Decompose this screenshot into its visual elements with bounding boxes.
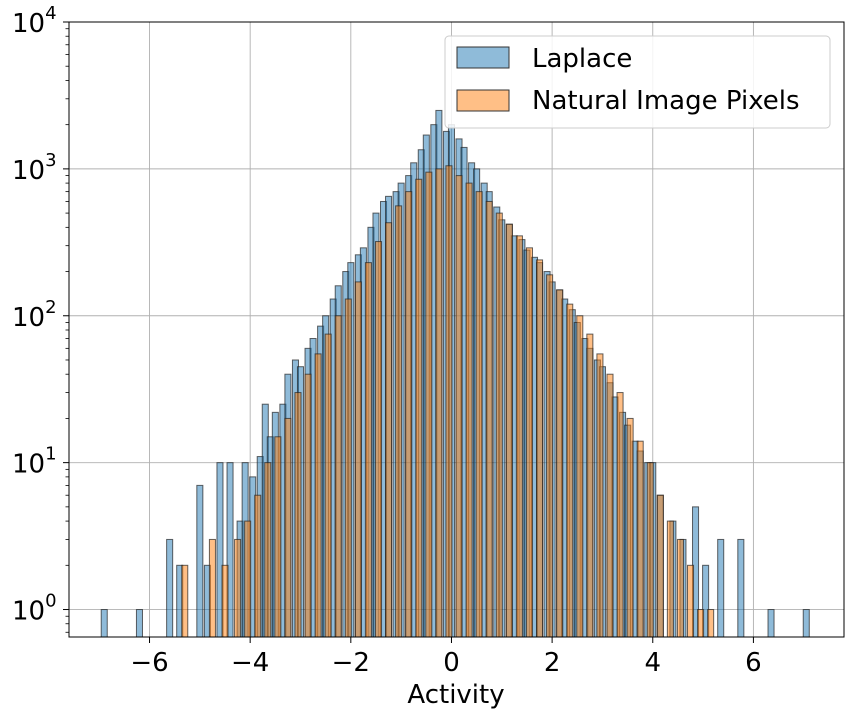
histogram-bar [606,373,614,638]
y-tick-label: 100 [12,591,57,627]
histogram-bar [767,609,775,638]
legend-label-laplace: Laplace [532,44,632,74]
histogram-bar [556,289,564,638]
histogram-bar [234,538,242,638]
histogram-bar [586,333,594,638]
histogram-bar [676,538,684,638]
histogram-bar [254,494,262,638]
histogram-bar [354,281,362,638]
histogram-bar [244,520,252,638]
histogram-bar [666,520,674,638]
histogram-bar [505,223,513,638]
legend-box [444,35,831,129]
histogram-bar [475,191,483,638]
histogram-bar [686,564,695,638]
histogram-bar [525,247,533,638]
histogram-bar [566,303,574,638]
histogram-bar [636,440,644,638]
histogram-bar [314,353,322,638]
histogram-bar [415,178,423,638]
histogram-bar [274,436,282,638]
histogram-bar [455,175,463,638]
legend: Laplace Natural Image Pixels [444,35,831,129]
histogram-bar [536,259,544,638]
x-axis-title: Activity [407,680,504,710]
series-1-bars [181,165,715,638]
histogram-bar [465,182,473,638]
histogram-bar [656,494,664,638]
histogram-bar [626,417,634,638]
y-tick-label: 102 [12,297,57,333]
histogram-bar [707,609,715,638]
histogram-bar [515,235,523,638]
y-tick-label: 104 [12,3,57,39]
y-tick-label: 103 [12,150,57,186]
histogram-bar [737,538,745,638]
legend-swatch-laplace [456,46,510,69]
x-tick-label: 6 [745,648,762,678]
histogram-bar [294,392,302,638]
histogram-bar [445,165,453,638]
x-tick-label: −2 [332,648,370,678]
histogram-bar [166,538,174,638]
bars-layer [100,109,810,638]
histogram-bar [596,353,604,638]
histogram-bar [364,262,372,638]
histogram-bar [304,373,312,638]
x-tick-label: 4 [644,648,661,678]
legend-swatch-natural-image-pixels [456,89,510,112]
histogram-bar [100,609,108,638]
histogram-bar [435,168,443,638]
x-tick-label: 2 [544,648,561,678]
plot-frame [68,21,845,638]
histogram-bar [802,609,810,638]
histogram-bar [284,417,292,638]
histogram-bar [576,315,584,638]
histogram-bar [196,484,204,638]
x-tick-label: 0 [443,648,460,678]
histogram-bar [395,205,403,638]
histogram-bar [717,538,725,638]
histogram-bar [546,274,554,638]
x-tick-label: −4 [231,648,269,678]
histogram-bar [646,462,654,638]
histogram-bar [405,191,413,638]
histogram-bar [374,241,383,638]
histogram-bar [264,462,272,638]
histogram-bar [385,222,393,638]
histogram-bar [344,298,352,638]
histogram-bar [495,212,503,638]
y-tick-label: 101 [12,444,57,480]
histogram-bar [135,609,143,638]
histogram-bar [485,200,493,638]
histogram-bar [697,609,705,638]
x-tick-label: −6 [130,648,168,678]
histogram-bar [616,392,624,638]
histogram-bar [208,538,216,638]
histogram-bar [334,315,342,638]
legend-label-natural-image-pixels: Natural Image Pixels [532,86,800,116]
histogram-bar [324,333,332,638]
histogram-bar [181,564,189,638]
histogram-bar [221,564,229,638]
histogram-bar [425,171,433,638]
